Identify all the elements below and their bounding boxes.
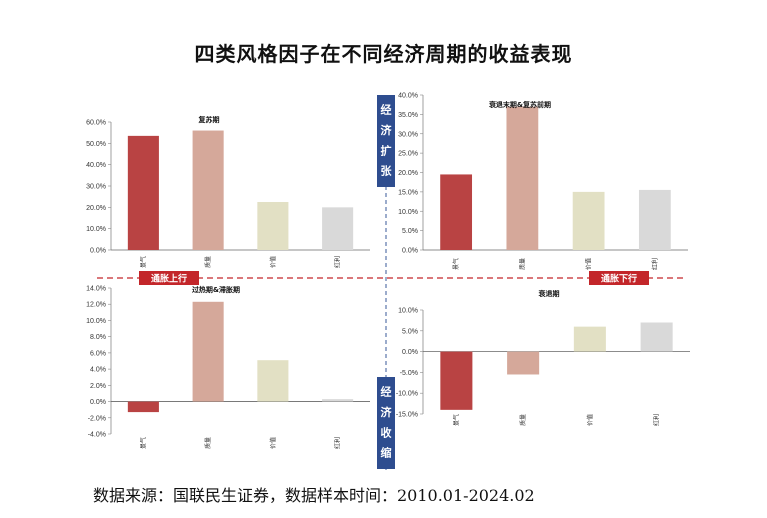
y-tick-label: 50.0% bbox=[86, 141, 106, 148]
category-label: 质量 bbox=[518, 258, 526, 270]
banner-text: 通胀上行 bbox=[151, 273, 187, 285]
category-label: 价值 bbox=[269, 256, 277, 268]
page-title: 四类风格因子在不同经济周期的收益表现 bbox=[194, 42, 573, 66]
y-tick-label: 40.0% bbox=[86, 162, 106, 169]
y-tick-label: 10.0% bbox=[86, 318, 106, 325]
chart-panel-4: -15.0% -10.0% -5.0% 0.0% 5.0% 10.0% 景气 质量 价值 红利 衰退… bbox=[396, 289, 690, 426]
banner-char: 张 bbox=[381, 164, 393, 178]
y-tick-label: 0.0% bbox=[90, 248, 106, 255]
panel-title: 衰退期 bbox=[538, 289, 560, 298]
banner-text: 通胀下行 bbox=[601, 273, 637, 285]
source-note: 数据来源：国联民生证券，数据样本时间：2010.01-2024.02 bbox=[93, 486, 535, 505]
bar-景气 bbox=[127, 135, 159, 250]
chart-panel-3: -4.0% -2.0% 0.0% 2.0% 4.0% 6.0% 8.0% 10.0% 12.0%… bbox=[86, 285, 370, 449]
y-tick-label: 14.0% bbox=[86, 286, 106, 293]
bar-景气 bbox=[127, 401, 159, 413]
category-label: 红利 bbox=[651, 258, 659, 270]
y-tick-label: 0.0% bbox=[90, 399, 106, 406]
y-tick-label: 25.0% bbox=[398, 151, 418, 158]
bar-红利 bbox=[322, 207, 354, 250]
panel-title: 过热期&滞胀期 bbox=[192, 285, 240, 294]
y-tick-label: -4.0% bbox=[88, 432, 106, 439]
y-tick-label: 15.0% bbox=[398, 189, 418, 196]
banner-char: 收 bbox=[381, 425, 392, 439]
y-tick-label: 6.0% bbox=[90, 350, 106, 357]
y-tick-label: 10.0% bbox=[398, 308, 418, 315]
bar-质量 bbox=[507, 351, 540, 375]
bar-景气 bbox=[440, 174, 473, 250]
panel-title: 衰退末期&复苏前期 bbox=[488, 100, 551, 109]
banner-inflation-down: 通胀下行 bbox=[589, 271, 649, 285]
category-label: 价值 bbox=[269, 437, 277, 449]
category-label: 价值 bbox=[585, 258, 593, 270]
banner-char: 经 bbox=[381, 384, 392, 398]
category-label: 景气 bbox=[452, 258, 460, 270]
y-tick-label: 10.0% bbox=[86, 226, 106, 233]
y-tick-label: 20.0% bbox=[398, 170, 418, 177]
y-tick-label: 4.0% bbox=[90, 367, 106, 374]
bar-红利 bbox=[640, 322, 673, 352]
y-tick-label: 30.0% bbox=[398, 131, 418, 138]
bar-红利 bbox=[638, 189, 671, 250]
chart-panel-2: 0.0% 5.0% 10.0% 15.0% 20.0% 25.0% 30.0% 35.0% 40… bbox=[398, 93, 688, 270]
y-tick-label: 12.0% bbox=[86, 302, 106, 309]
category-label: 景气 bbox=[139, 437, 147, 449]
y-tick-label: 35.0% bbox=[398, 112, 418, 119]
banner-char: 扩 bbox=[381, 143, 392, 157]
bar-质量 bbox=[192, 130, 224, 250]
bar-景气 bbox=[440, 351, 473, 410]
bar-价值 bbox=[257, 202, 289, 250]
bar-质量 bbox=[192, 301, 224, 402]
banner-char: 缩 bbox=[381, 446, 392, 460]
category-label: 价值 bbox=[586, 414, 594, 426]
y-tick-label: 60.0% bbox=[86, 120, 106, 127]
bar-价值 bbox=[257, 360, 289, 402]
y-tick-label: 30.0% bbox=[86, 184, 106, 191]
y-tick-label: -5.0% bbox=[400, 370, 418, 377]
category-label: 质量 bbox=[519, 414, 527, 426]
category-label: 质量 bbox=[204, 437, 212, 449]
category-label: 景气 bbox=[452, 414, 460, 426]
y-tick-label: -15.0% bbox=[396, 412, 418, 419]
y-tick-label: 8.0% bbox=[90, 334, 106, 341]
y-tick-label: 10.0% bbox=[398, 209, 418, 216]
y-tick-label: 2.0% bbox=[90, 383, 106, 390]
category-label: 红利 bbox=[334, 437, 342, 449]
category-label: 质量 bbox=[204, 256, 212, 268]
y-tick-label: 0.0% bbox=[402, 248, 418, 255]
chart-panel-1: 0.0% 10.0% 20.0% 30.0% 40.0% 50.0% 60.0% 景气 质量 价值… bbox=[86, 115, 370, 268]
y-tick-label: 0.0% bbox=[402, 349, 418, 356]
panel-title: 复苏期 bbox=[198, 115, 220, 124]
banner-char: 经 bbox=[381, 102, 392, 116]
category-label: 景气 bbox=[139, 256, 147, 268]
bar-质量 bbox=[506, 106, 539, 250]
y-tick-label: 5.0% bbox=[402, 228, 418, 235]
bar-价值 bbox=[572, 191, 605, 250]
y-tick-label: -10.0% bbox=[396, 391, 418, 398]
y-tick-label: 20.0% bbox=[86, 205, 106, 212]
banner-char: 济 bbox=[381, 405, 393, 419]
y-tick-label: 5.0% bbox=[402, 328, 418, 335]
category-label: 红利 bbox=[653, 414, 661, 426]
category-label: 红利 bbox=[334, 256, 342, 268]
banner-char: 济 bbox=[381, 123, 393, 137]
bar-价值 bbox=[573, 326, 606, 352]
bar-红利 bbox=[322, 399, 354, 402]
y-tick-label: 40.0% bbox=[398, 93, 418, 100]
y-tick-label: -2.0% bbox=[88, 415, 106, 422]
banner-inflation-up: 通胀上行 bbox=[139, 271, 199, 285]
